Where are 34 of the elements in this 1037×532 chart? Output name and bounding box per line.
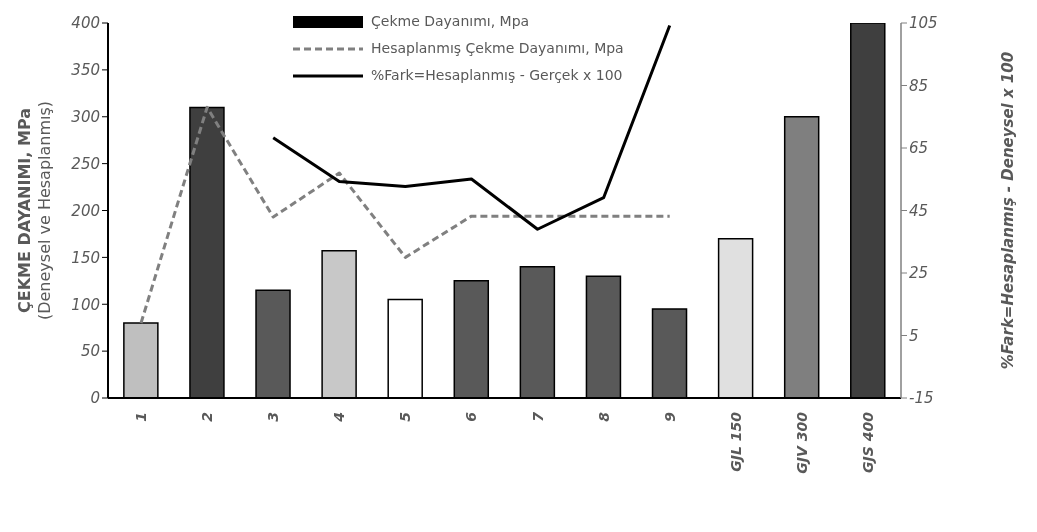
y-tick-label: 250 bbox=[71, 154, 100, 173]
y-tick-label: 150 bbox=[71, 248, 100, 267]
x-tick-label: 6 bbox=[463, 411, 480, 422]
x-tick-label: 8 bbox=[595, 411, 612, 422]
legend-label: %Fark=Hesaplanmış - Gerçek x 100 bbox=[371, 66, 623, 85]
x-tick-label: GJS 400 bbox=[859, 411, 876, 473]
y2-tick-label: 85 bbox=[909, 76, 929, 95]
y-tick-label: 0 bbox=[90, 389, 100, 408]
y2-tick-label: 65 bbox=[909, 139, 929, 158]
y-tick-label: 300 bbox=[71, 108, 100, 127]
y2-tick-label: -15 bbox=[909, 389, 934, 408]
y-tick-label: 350 bbox=[71, 61, 100, 80]
line-series bbox=[139, 105, 672, 325]
y-axis-title: ÇEKME DAYANIMI, MPa (Deneysel ve Hesaplanmış) bbox=[15, 100, 54, 321]
x-tick-label: 2 bbox=[199, 412, 216, 422]
x-tick-label: GJL 150 bbox=[727, 411, 744, 472]
x-tick-label: 5 bbox=[397, 411, 414, 422]
y2-tick-label: 5 bbox=[909, 326, 919, 345]
y-tick-label: 100 bbox=[71, 295, 100, 314]
y2-tick-label: 105 bbox=[909, 14, 938, 33]
x-tick-label: 4 bbox=[331, 412, 348, 423]
y-tick-label: 50 bbox=[80, 342, 100, 361]
x-tick-label: 9 bbox=[661, 411, 678, 422]
y2-tick-label: 45 bbox=[909, 201, 929, 220]
legend-label: Çekme Dayanımı, Mpa bbox=[371, 12, 530, 31]
x-tick-label: 3 bbox=[265, 412, 282, 422]
y-tick-label: 400 bbox=[71, 14, 100, 33]
x-tick-label: 1 bbox=[133, 412, 150, 422]
y2-tick-label: 25 bbox=[909, 264, 929, 283]
y-tick-label: 200 bbox=[71, 201, 100, 220]
y2-axis-title: %Fark=Hesaplanmış - Deneysel x 100 bbox=[999, 51, 1017, 370]
x-tick-label: 7 bbox=[529, 411, 546, 422]
x-tick-label: GJV 300 bbox=[793, 411, 810, 474]
legend-label: Hesaplanmış Çekme Dayanımı, Mpa bbox=[371, 39, 624, 58]
